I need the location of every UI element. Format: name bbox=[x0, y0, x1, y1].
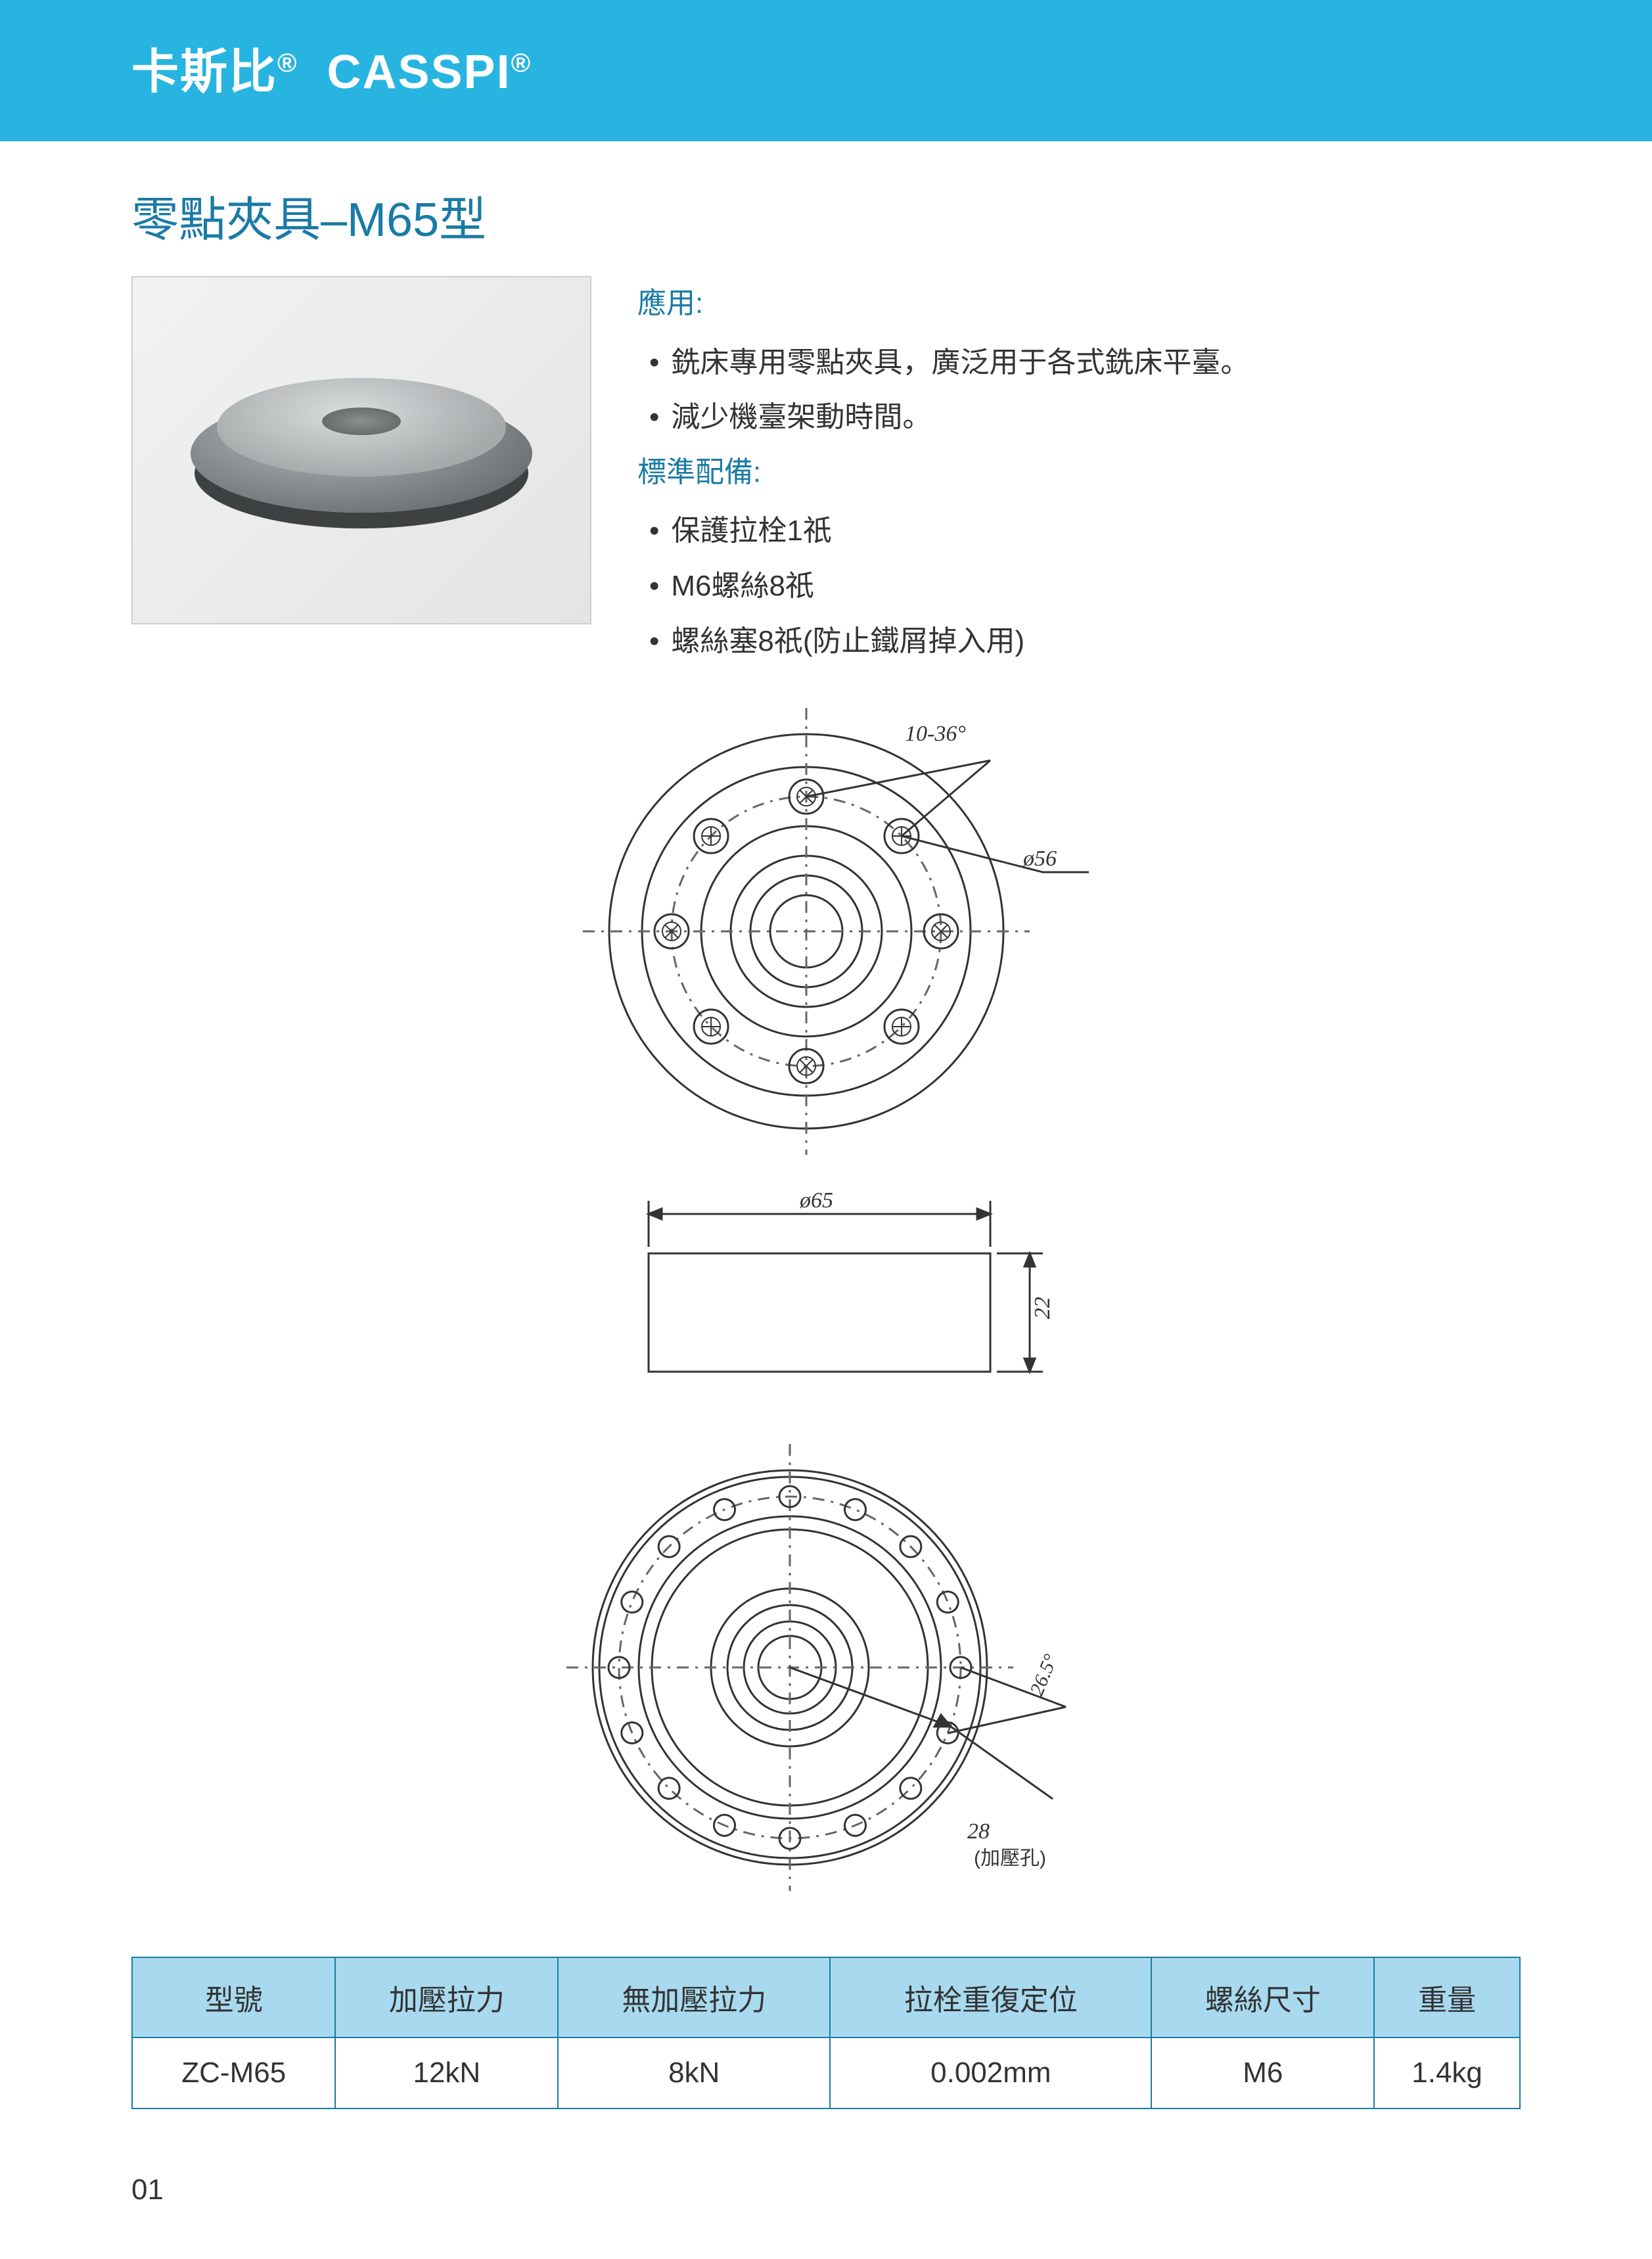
th-weight: 重量 bbox=[1374, 1957, 1520, 2038]
page-content: 零點夾具–M65型 應用: 銑床專用零點夾具，廣泛用于各式銑床平臺。 減少機臺架… bbox=[0, 141, 1652, 2109]
th-force2: 無加壓拉力 bbox=[558, 1957, 830, 2038]
page-title: 零點夾具–M65型 bbox=[131, 181, 1521, 250]
brand-sup2: ® bbox=[511, 49, 532, 78]
brand-sup1: ® bbox=[277, 49, 298, 78]
table-header-row: 型號 加壓拉力 無加壓拉力 拉栓重復定位 螺絲尺寸 重量 bbox=[132, 1957, 1520, 2038]
standard-list: 保護拉栓1祇 M6螺絲8祇 螺絲塞8祇(防止鐵屑掉入用) bbox=[637, 503, 1249, 668]
td-weight: 1.4kg bbox=[1374, 2038, 1520, 2108]
application-heading: 應用: bbox=[637, 276, 1249, 331]
brand-cn: 卡斯比 bbox=[131, 46, 277, 99]
width-label: ø65 bbox=[799, 1188, 833, 1213]
standard-item: 螺絲塞8祇(防止鐵屑掉入用) bbox=[637, 614, 1249, 669]
product-photo bbox=[131, 276, 591, 624]
technical-drawings: 10-36° ø56 ø65 bbox=[131, 708, 1521, 1917]
spec-table: 型號 加壓拉力 無加壓拉力 拉栓重復定位 螺絲尺寸 重量 ZC-M65 12kN… bbox=[131, 1957, 1521, 2109]
bcd-label: ø56 bbox=[1022, 847, 1057, 871]
angle-label: 10-36° bbox=[905, 722, 966, 746]
bottom-angle-label: 26.5° bbox=[1026, 1651, 1062, 1698]
th-force1: 加壓拉力 bbox=[335, 1957, 558, 2038]
brand-en: CASSPI bbox=[327, 46, 511, 99]
th-model: 型號 bbox=[132, 1957, 335, 2038]
height-label: 22 bbox=[1030, 1297, 1055, 1319]
td-force2: 8kN bbox=[558, 2038, 830, 2108]
standard-item: M6螺絲8祇 bbox=[637, 559, 1249, 614]
radius-label: 28 bbox=[967, 1819, 990, 1844]
brand-header: 卡斯比® CASSPI® bbox=[0, 0, 1652, 141]
drawing-top-view: 10-36° ø56 bbox=[530, 708, 1122, 1155]
standard-item: 保護拉栓1祇 bbox=[637, 503, 1249, 559]
radius-note: (加壓孔) bbox=[974, 1848, 1046, 1869]
td-repeat: 0.002mm bbox=[830, 2038, 1151, 2108]
th-screw: 螺絲尺寸 bbox=[1151, 1957, 1374, 2038]
td-force1: 12kN bbox=[335, 2038, 558, 2108]
spec-text: 應用: 銑床專用零點夾具，廣泛用于各式銑床平臺。 減少機臺架動時間。 標準配備:… bbox=[637, 276, 1249, 668]
brand-text: 卡斯比® CASSPI® bbox=[131, 46, 532, 99]
application-item: 銑床專用零點夾具，廣泛用于各式銑床平臺。 bbox=[637, 335, 1249, 390]
application-list: 銑床專用零點夾具，廣泛用于各式銑床平臺。 減少機臺架動時間。 bbox=[637, 335, 1249, 445]
th-repeat: 拉栓重復定位 bbox=[830, 1957, 1151, 2038]
table-row: ZC-M65 12kN 8kN 0.002mm M6 1.4kg bbox=[132, 2038, 1520, 2108]
td-screw: M6 bbox=[1151, 2038, 1374, 2108]
application-item: 減少機臺架動時間。 bbox=[637, 390, 1249, 445]
drawing-bottom-view: 28 (加壓孔) 26.5° bbox=[514, 1444, 1138, 1917]
td-model: ZC-M65 bbox=[132, 2038, 335, 2108]
standard-heading: 標準配備: bbox=[637, 445, 1249, 500]
drawing-side-view: ø65 22 bbox=[530, 1181, 1122, 1418]
page-number: 01 bbox=[131, 2174, 164, 2206]
intro-row: 應用: 銑床專用零點夾具，廣泛用于各式銑床平臺。 減少機臺架動時間。 標準配備:… bbox=[131, 276, 1521, 668]
product-3d-render bbox=[191, 368, 532, 532]
